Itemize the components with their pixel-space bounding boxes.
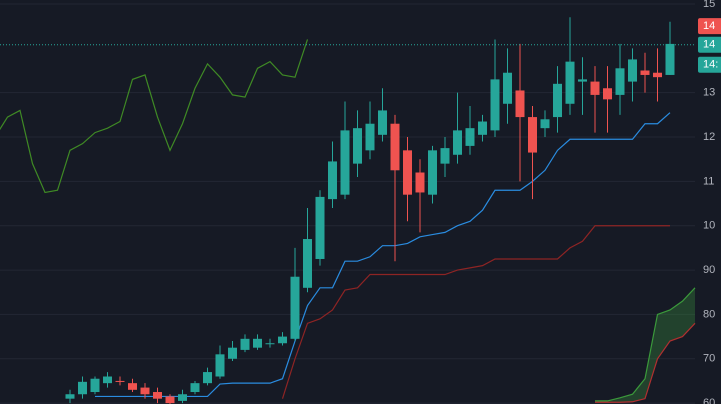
candle-body <box>240 338 250 350</box>
candle-body <box>178 394 187 401</box>
candle-body <box>490 79 500 131</box>
candle-body <box>665 43 675 75</box>
candle-body <box>103 376 112 384</box>
candle-body <box>253 338 262 348</box>
candle-body <box>553 83 562 118</box>
y-tick-label: 70 <box>703 353 715 365</box>
y-tick-label: 90 <box>703 264 715 276</box>
candle-body <box>440 148 450 164</box>
candle-body <box>415 172 425 193</box>
candle-body <box>653 72 662 78</box>
candle-body <box>65 394 75 399</box>
candle-body <box>603 88 612 100</box>
candle-body <box>165 396 175 404</box>
candle-body <box>503 72 512 104</box>
price-tag-label: 14 <box>703 39 715 51</box>
candle-body <box>328 161 337 200</box>
candle-body <box>290 276 300 339</box>
candle-body <box>153 392 162 399</box>
candle-body <box>265 343 275 345</box>
candle-body <box>453 130 462 155</box>
countdown-label: 14: <box>703 59 718 71</box>
candle-body <box>365 123 375 151</box>
candle-body <box>140 387 150 395</box>
indicator-line <box>595 322 696 403</box>
candle-body <box>128 383 137 390</box>
countdown-tag <box>698 56 721 73</box>
candle-body <box>478 121 487 135</box>
candle-body <box>190 383 200 393</box>
candle-body <box>428 150 437 195</box>
price-tag <box>698 18 721 35</box>
candle-body <box>353 128 362 164</box>
candle-body <box>278 336 287 344</box>
candle-body <box>590 81 600 95</box>
candle-body <box>615 68 625 95</box>
candle-body <box>528 117 537 153</box>
candle-body <box>403 150 412 195</box>
candle-body <box>578 79 587 82</box>
candle-body <box>228 347 237 359</box>
candle-body <box>115 380 125 382</box>
price-tag-label: 14 <box>703 20 715 32</box>
candle-body <box>340 130 350 195</box>
y-tick-label: 12 <box>703 131 715 143</box>
candle-body <box>303 239 312 288</box>
price-tag <box>698 36 721 53</box>
y-tick-label: 11 <box>703 175 714 187</box>
candle-body <box>390 123 400 171</box>
candle-body <box>640 70 650 75</box>
cloud-fill <box>595 287 695 403</box>
indicator-line <box>281 225 670 399</box>
y-tick-label: 60 <box>703 397 715 404</box>
indicator-line <box>95 112 671 398</box>
candle-body <box>465 128 475 146</box>
candle-body <box>203 372 212 384</box>
indicator-line <box>595 287 696 402</box>
candle-body <box>215 354 225 377</box>
y-tick-label: 13 <box>703 87 715 99</box>
candle-body <box>315 196 325 259</box>
y-tick-label: 15 <box>703 0 715 10</box>
indicator-line <box>0 39 309 194</box>
candle-body <box>540 119 550 129</box>
candle-body <box>78 381 87 395</box>
candle-body <box>515 90 525 118</box>
y-tick-label: 80 <box>703 308 715 320</box>
candle-body <box>565 61 575 104</box>
y-tick-label: 10 <box>703 220 715 232</box>
candle-body <box>90 378 100 393</box>
plot-area <box>0 17 696 404</box>
candle-body <box>378 110 387 135</box>
candle-body <box>628 59 637 82</box>
